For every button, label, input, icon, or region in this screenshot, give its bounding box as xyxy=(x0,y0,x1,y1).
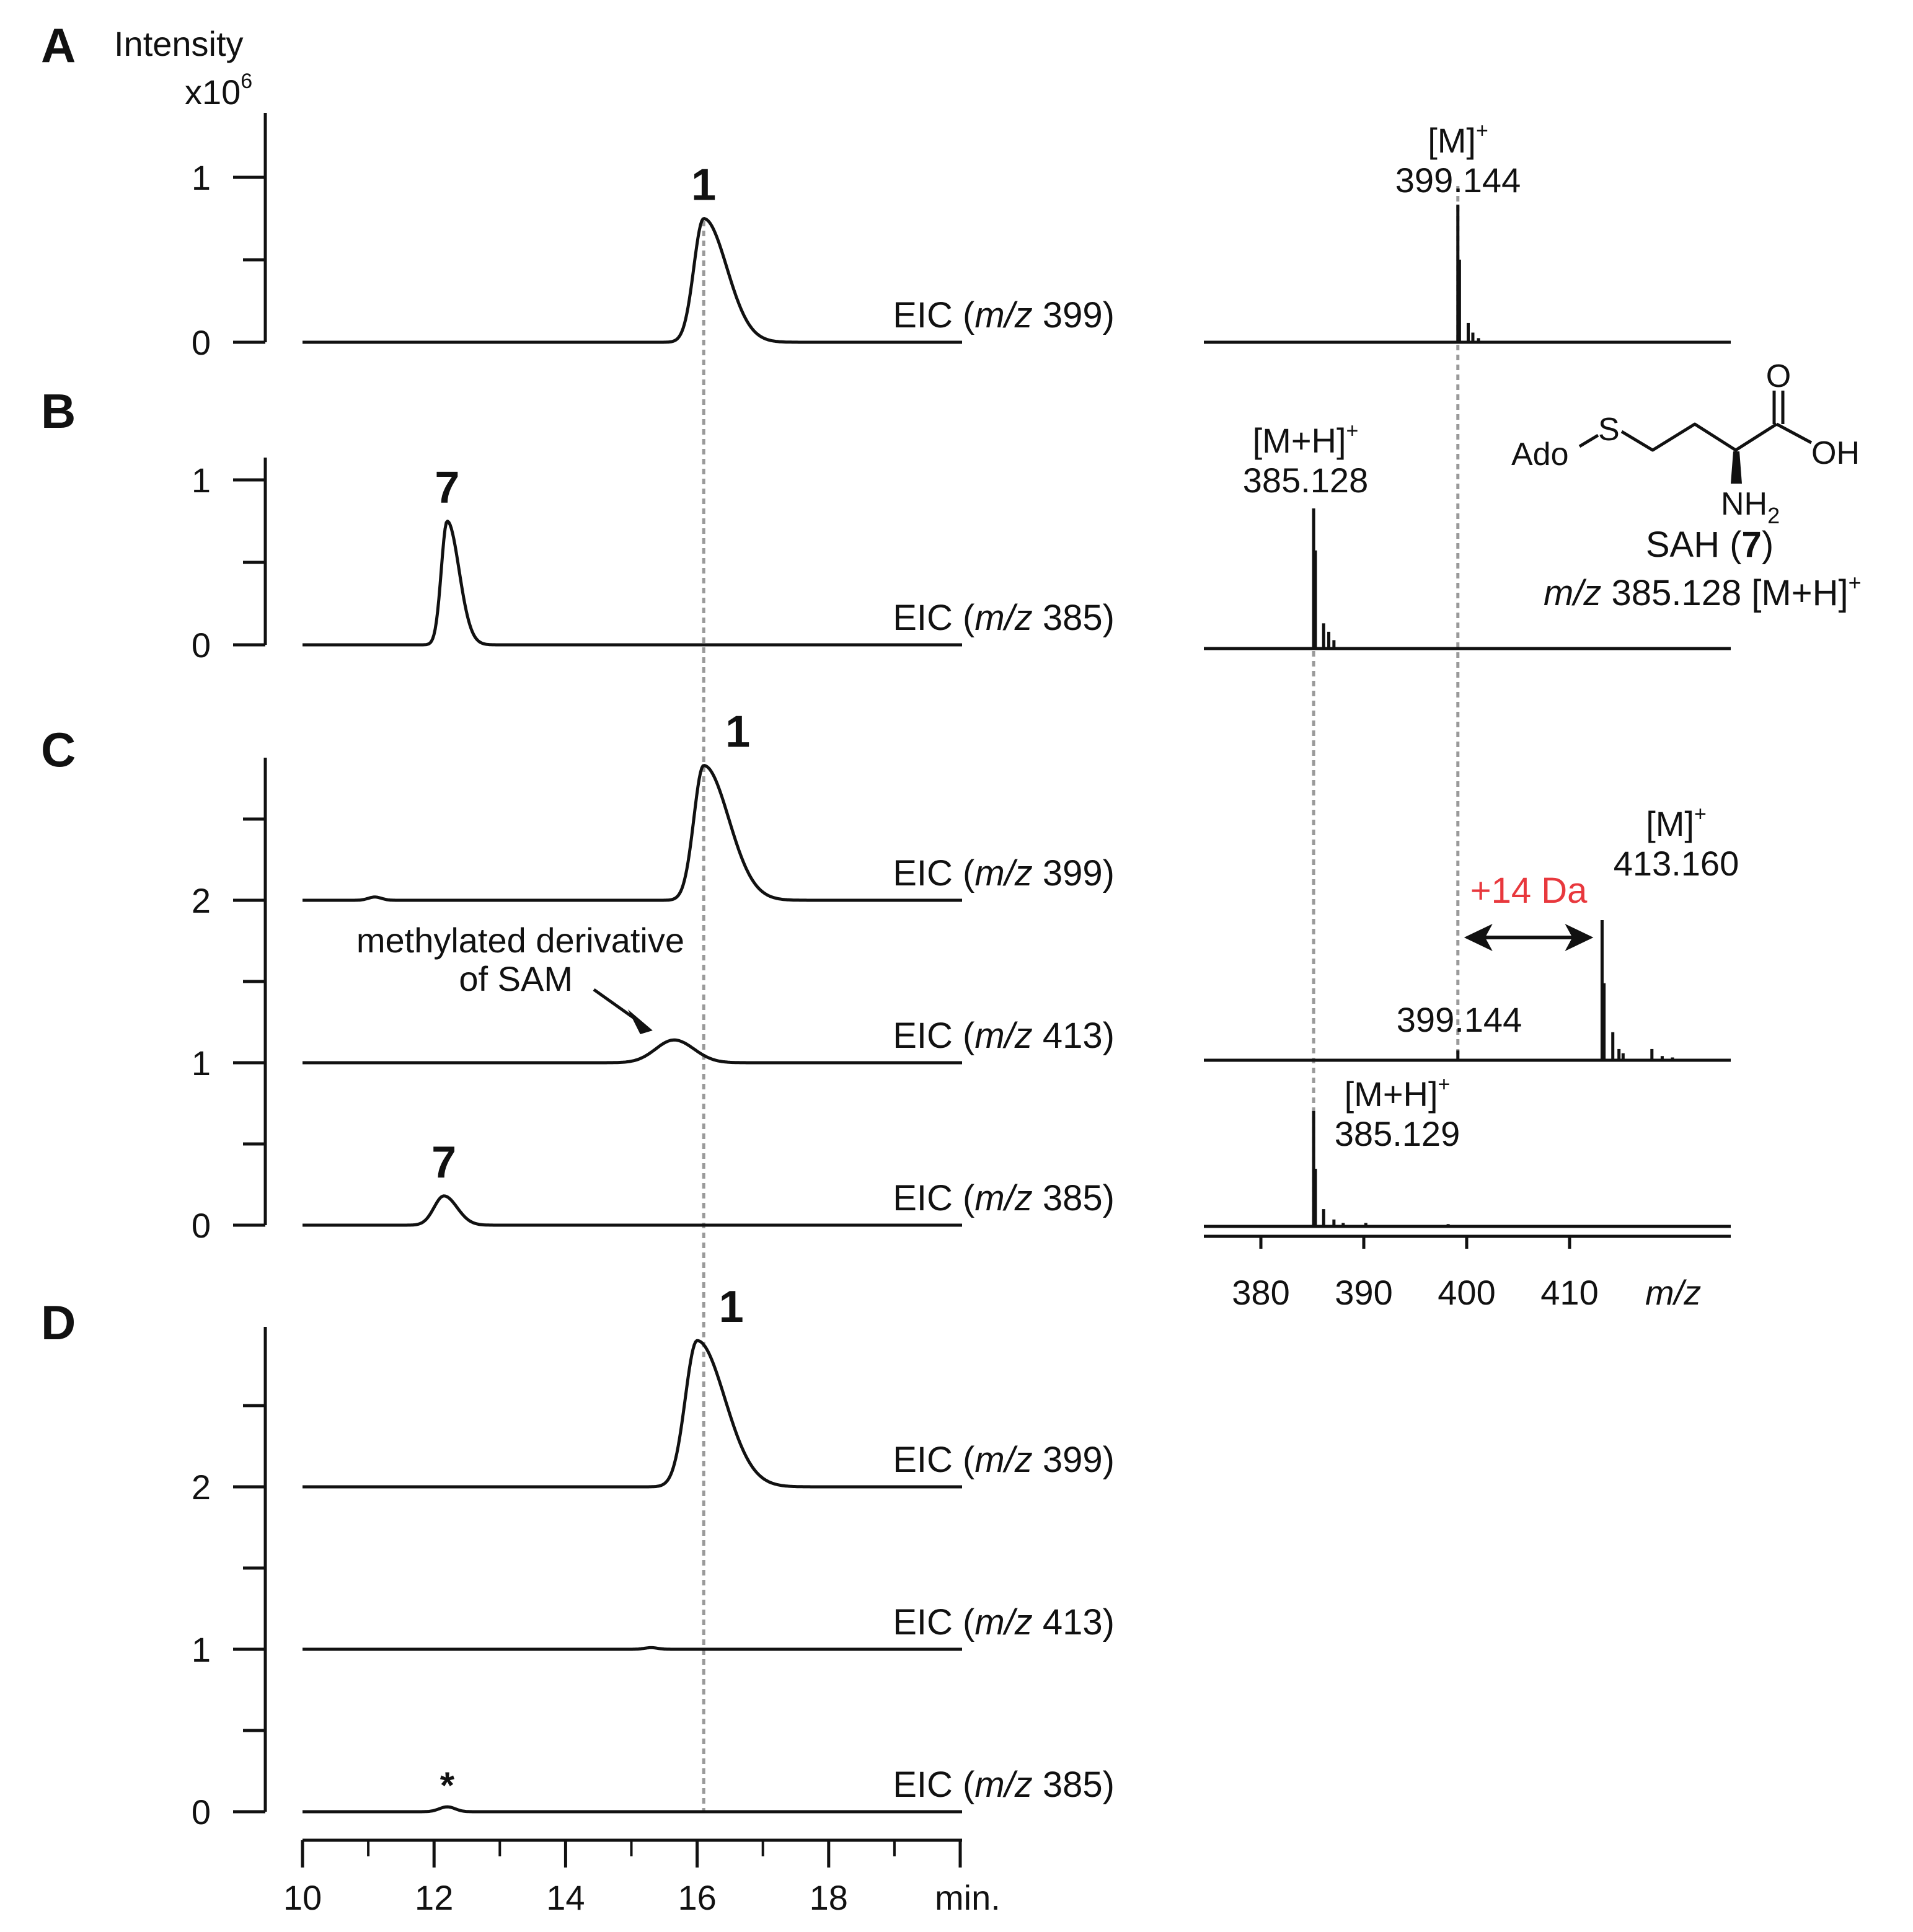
delta-arrow-left xyxy=(1464,924,1493,951)
y-tick-label-c: 1 xyxy=(192,1044,211,1083)
y-tick-label-b: 0 xyxy=(192,626,211,665)
axes-layer xyxy=(233,113,962,1868)
annotation-line2: of SAM xyxy=(459,959,573,998)
y-tick-label-c: 2 xyxy=(192,881,211,920)
delta-label: +14 Da xyxy=(1470,871,1588,911)
x-tick-label: 12 xyxy=(415,1878,453,1917)
y-tick-label-a: 0 xyxy=(192,323,211,362)
panel-label-b: B xyxy=(41,384,76,438)
bond-coh xyxy=(1775,422,1813,445)
trace-c-385 xyxy=(302,1194,963,1227)
peak-label: 7 xyxy=(431,1138,456,1187)
y-tick-label-d: 1 xyxy=(192,1630,211,1669)
compound-mz: m/z 385.128 [M+H]+ xyxy=(1544,570,1862,613)
panel-label-d: D xyxy=(41,1295,76,1350)
spectrum-a-mz: 399.144 xyxy=(1395,161,1521,200)
compound-name: SAH (7) xyxy=(1646,525,1774,565)
peak-label: 1 xyxy=(691,161,716,210)
eic-label: EIC (m/z 413) xyxy=(893,1602,1115,1642)
spectrum-b-mz: 385.128 xyxy=(1243,461,1368,500)
spectra-layer xyxy=(1204,205,1731,1249)
spectrum-b-ion: [M+H]+ xyxy=(1253,419,1359,460)
wedge-bond xyxy=(1731,451,1742,484)
atom-oh: OH xyxy=(1811,435,1860,471)
ms-x-tick-label: 390 xyxy=(1335,1273,1392,1312)
eic-label: EIC (m/z 385) xyxy=(893,1178,1115,1218)
y-tick-label-d: 0 xyxy=(192,1792,211,1832)
annotation-line1: methylated derivative xyxy=(356,921,684,960)
trace-c-413 xyxy=(302,1038,963,1065)
bond xyxy=(1578,433,1599,448)
peak-label: 1 xyxy=(719,1282,744,1332)
eic-label: EIC (m/z 399) xyxy=(893,853,1115,893)
atom-ado: Ado xyxy=(1511,436,1569,472)
ms-x-tick-label: 380 xyxy=(1232,1273,1289,1312)
spectrum-c-lower-ion: [M+H]+ xyxy=(1345,1073,1451,1114)
x-tick-label: 10 xyxy=(283,1878,322,1917)
ms-x-axis-label: m/z xyxy=(1645,1273,1701,1312)
y-axis-unit: x106 xyxy=(185,69,252,112)
ms-x-tick-label: 410 xyxy=(1540,1273,1598,1312)
eic-label: EIC (m/z 413) xyxy=(893,1016,1115,1056)
x-tick-label: 16 xyxy=(678,1878,716,1917)
spectrum-c-mz: 413.160 xyxy=(1614,844,1739,883)
eic-label: EIC (m/z 385) xyxy=(893,598,1115,638)
trace-a-399 xyxy=(302,217,963,344)
traces-layer xyxy=(302,217,963,1814)
peak-label: 7 xyxy=(435,463,459,513)
annotation-arrow-head xyxy=(627,1009,653,1034)
y-tick-label-c: 0 xyxy=(192,1206,211,1245)
trace-d-385 xyxy=(302,1805,963,1814)
atom-s: S xyxy=(1598,412,1620,448)
trace-d-399 xyxy=(302,1339,963,1489)
peak-label: 1 xyxy=(725,707,750,757)
y-tick-label-a: 1 xyxy=(192,158,211,197)
eic-label: EIC (m/z 399) xyxy=(893,1440,1115,1480)
x-axis-label: min. xyxy=(935,1878,1001,1917)
panel-label-c: C xyxy=(41,722,76,777)
y-tick-label-d: 2 xyxy=(192,1468,211,1507)
eic-label: EIC (m/z 399) xyxy=(893,295,1115,335)
x-tick-label: 18 xyxy=(810,1878,848,1917)
x-tick-label: 14 xyxy=(546,1878,585,1917)
chain-bonds xyxy=(1620,422,1778,452)
delta-arrow-right xyxy=(1565,924,1594,951)
panel-label-a: A xyxy=(41,18,76,73)
spectrum-c-399-label: 399.144 xyxy=(1397,1000,1522,1039)
trace-b-385 xyxy=(302,520,963,647)
atom-nh2: NH2 xyxy=(1721,486,1780,528)
spectrum-c-lower-mz: 385.129 xyxy=(1335,1114,1460,1153)
peak-label: * xyxy=(440,1765,455,1806)
spectrum-a-ion: [M]+ xyxy=(1428,119,1488,160)
trace-d-413 xyxy=(302,1646,963,1651)
trace-c-399 xyxy=(302,764,963,902)
eic-label: EIC (m/z 385) xyxy=(893,1765,1115,1805)
ms-x-tick-label: 400 xyxy=(1438,1273,1495,1312)
atom-o: O xyxy=(1766,358,1791,394)
spectrum-c-ion: [M]+ xyxy=(1646,802,1707,843)
y-axis-label: Intensity xyxy=(114,24,244,63)
y-tick-label-b: 1 xyxy=(192,461,211,500)
